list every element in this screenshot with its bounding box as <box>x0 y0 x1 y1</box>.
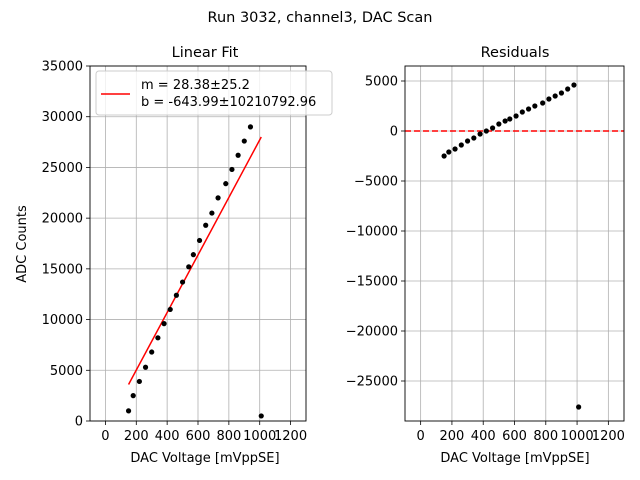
linear-fit-ytick-label: 15000 <box>42 262 83 277</box>
residuals-data-point <box>471 135 477 141</box>
residuals-data-point <box>452 146 458 152</box>
linear-fit-data-point <box>215 195 221 201</box>
residuals-data-point <box>502 118 508 124</box>
linear-fit-data-point <box>179 279 186 285</box>
residuals-data-point <box>546 96 552 102</box>
linear-fit-title: Linear Fit <box>172 45 239 61</box>
linear-fit-xtick-label: 200 <box>124 429 149 444</box>
linear-fit-data-point <box>209 210 215 216</box>
linear-fit-xlabel: DAC Voltage [mVppSE] <box>130 451 279 466</box>
legend-box <box>95 70 333 116</box>
linear-fit-xtick-label: 1000 <box>243 429 276 444</box>
linear-fit-ytick-label: 25000 <box>42 161 83 176</box>
residuals-data-point <box>507 116 513 122</box>
linear-fit-data-point <box>235 152 241 158</box>
linear-fit-data-point <box>173 292 179 298</box>
residuals-points <box>441 82 582 410</box>
linear-fit-data-point <box>161 321 167 327</box>
linear-fit-xtick-label: 400 <box>155 429 180 444</box>
residuals-data-point <box>519 109 525 115</box>
linear-fit-data-point <box>142 364 149 370</box>
residuals-xtick-label: 800 <box>533 429 558 444</box>
residuals-ytick-label: 0 <box>390 125 398 140</box>
linear-fit-yticks: 0 5000 10000 15000 20000 25000 30000 35000 <box>42 60 90 430</box>
linear-fit-legend: m = 28.38±25.2 b = -643.99±10210792.96 <box>95 70 333 116</box>
linear-fit-data-point <box>155 335 161 341</box>
residuals-xtick-label: 1000 <box>561 429 594 444</box>
residuals-ytick-label: −25000 <box>346 375 398 390</box>
linear-fit-ytick-label: 30000 <box>42 110 83 125</box>
linear-fit-xtick-label: 800 <box>216 429 241 444</box>
linear-fit-data-point <box>258 413 264 419</box>
residuals-yticks: −25000 −20000 −15000 −10000 −5000 0 5000 <box>346 75 405 390</box>
residuals-xlabel: DAC Voltage [mVppSE] <box>440 451 589 466</box>
linear-fit-data-point <box>241 138 247 144</box>
residuals-xtick-label: 600 <box>502 429 527 444</box>
residuals-data-point <box>464 138 471 144</box>
residuals-title: Residuals <box>481 45 550 61</box>
residuals-data-point <box>490 125 496 131</box>
residuals-data-point <box>513 113 519 119</box>
residuals-data-point <box>496 121 502 127</box>
residuals-data-point <box>446 149 452 155</box>
linear-fit-data-point <box>203 222 209 228</box>
linear-fit-xtick-label: 0 <box>101 429 109 444</box>
residuals-data-point <box>540 100 546 106</box>
linear-fit-data-point <box>229 166 235 173</box>
linear-fit-grid <box>90 65 306 422</box>
linear-fit-data-point <box>247 124 254 130</box>
legend-fit-label-slope: m = 28.38±25.2 <box>141 78 250 93</box>
residuals-data-point <box>576 404 582 410</box>
residuals-data-point <box>477 131 483 137</box>
linear-fit-data-point <box>125 408 132 414</box>
legend-fit-label-intercept: b = -643.99±10210792.96 <box>141 95 316 110</box>
linear-fit-ylabel: ADC Counts <box>15 205 30 283</box>
residuals-xtick-label: 200 <box>440 429 465 444</box>
residuals-ytick-label: −5000 <box>354 175 398 190</box>
fit-line <box>127 136 262 385</box>
linear-fit-ytick-label: 35000 <box>42 60 83 75</box>
residuals-ytick-label: −10000 <box>346 225 398 240</box>
linear-fit-data-point <box>136 378 142 385</box>
linear-fit-data-point <box>196 237 203 244</box>
linear-fit-ytick-label: 20000 <box>42 212 83 227</box>
linear-fit-line-group <box>127 136 262 385</box>
residuals-ytick-label: 5000 <box>365 75 398 90</box>
residuals-xtick-label: 1200 <box>592 429 625 444</box>
residuals-data-point <box>441 153 447 159</box>
residuals-data-point <box>565 86 571 92</box>
linear-fit-data-point <box>186 264 192 270</box>
residuals-xtick-label: 0 <box>417 429 425 444</box>
linear-fit-data-point <box>190 252 196 258</box>
linear-fit-ytick-label: 5000 <box>50 364 83 379</box>
residuals-data-point <box>571 82 577 88</box>
linear-fit-ytick-label: 10000 <box>42 313 83 328</box>
linear-fit-data-point <box>130 393 136 399</box>
residuals-ytick-label: −20000 <box>346 325 398 340</box>
residuals-data-point <box>552 93 558 99</box>
linear-fit-data-point <box>223 181 229 187</box>
residuals-data-point <box>458 142 464 148</box>
linear-fit-xtick-label: 600 <box>186 429 211 444</box>
residuals-data-point <box>483 128 489 134</box>
linear-fit-data-point <box>149 349 155 355</box>
linear-fit-ytick-label: 0 <box>75 415 83 430</box>
residuals-ytick-label: −15000 <box>346 275 398 290</box>
linear-fit-xtick-label: 1200 <box>274 429 307 444</box>
linear-fit-data-point <box>167 306 173 313</box>
residuals-data-point <box>525 106 532 112</box>
residuals-grid <box>405 66 624 421</box>
residuals-xtick-label: 400 <box>471 429 496 444</box>
linear-fit-points <box>125 124 264 419</box>
residuals-data-point <box>532 103 538 109</box>
figure-title: Run 3032, channel3, DAC Scan <box>208 10 433 26</box>
residuals-data-point <box>558 90 565 96</box>
